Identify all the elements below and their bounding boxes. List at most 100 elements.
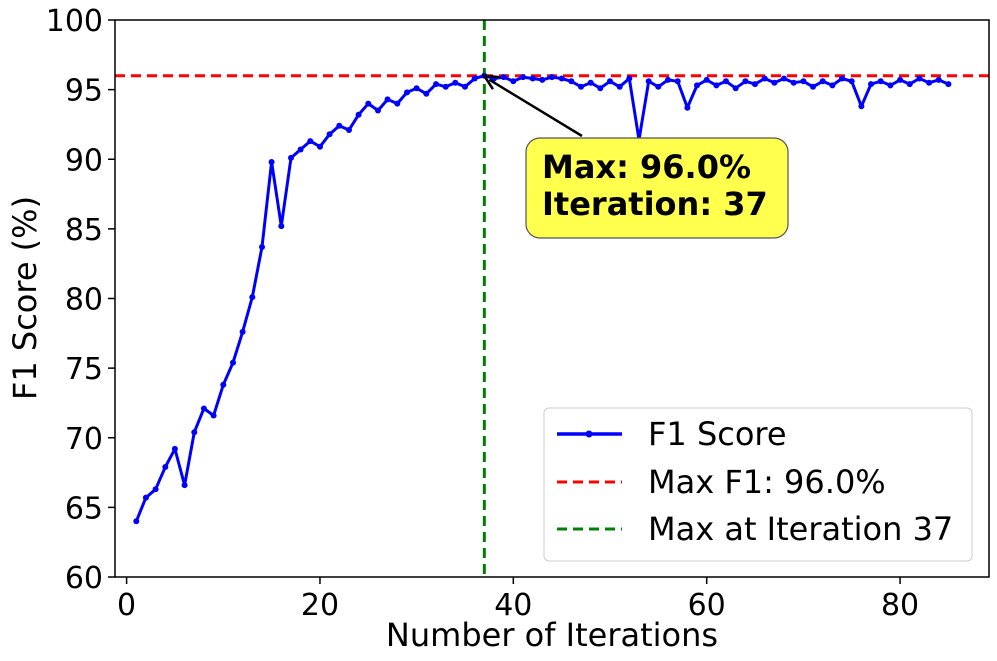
data-point — [829, 82, 836, 89]
data-point — [916, 75, 923, 82]
data-point — [375, 107, 381, 114]
legend-marker-f1 — [585, 430, 593, 438]
data-point — [781, 75, 787, 82]
data-point — [365, 100, 372, 107]
x-axis-title: Number of Iterations — [386, 616, 718, 654]
data-point — [810, 83, 816, 90]
data-point — [191, 429, 198, 436]
y-tick-label: 75 — [65, 352, 103, 387]
data-point — [819, 78, 826, 85]
y-tick-label: 70 — [65, 422, 103, 457]
data-point — [655, 83, 662, 90]
x-axis-ticks: 0 20 40 60 80 — [117, 577, 919, 623]
series-layer — [133, 72, 952, 525]
data-point — [307, 138, 314, 145]
data-point — [790, 79, 797, 86]
data-point — [607, 78, 613, 85]
data-point — [713, 82, 720, 89]
annotation-arrow-shaft — [488, 78, 583, 138]
data-point — [259, 244, 265, 250]
data-point — [210, 412, 217, 419]
data-point — [926, 79, 933, 86]
annotation-arrow-head — [481, 74, 501, 90]
data-point — [433, 81, 439, 88]
data-point — [317, 143, 323, 150]
data-point — [694, 82, 700, 89]
data-point — [133, 518, 140, 525]
data-point — [200, 405, 207, 412]
data-point — [684, 104, 691, 111]
data-point — [742, 78, 749, 85]
data-point — [452, 79, 459, 86]
data-point — [152, 486, 159, 493]
data-point — [355, 111, 362, 118]
data-point — [665, 76, 671, 83]
y-tick-label: 95 — [65, 74, 103, 109]
data-point — [848, 78, 855, 85]
data-point — [858, 103, 865, 110]
data-point — [520, 74, 526, 81]
data-point — [616, 83, 623, 90]
x-tick-label: 0 — [117, 588, 136, 623]
data-point — [558, 75, 565, 82]
data-point — [752, 81, 758, 88]
data-point — [278, 223, 285, 230]
data-point — [703, 76, 710, 83]
data-point — [336, 122, 343, 129]
data-point — [897, 76, 904, 83]
data-point — [732, 85, 739, 92]
data-point — [510, 78, 517, 85]
y-tick-label: 100 — [46, 4, 103, 39]
x-tick-label: 40 — [494, 588, 532, 623]
data-point — [539, 76, 546, 83]
data-point — [346, 127, 352, 133]
data-point — [800, 78, 807, 85]
data-point — [471, 75, 478, 82]
data-point — [771, 79, 778, 86]
legend: F1 Score Max F1: 96.0% Max at Iteration … — [543, 407, 973, 562]
y-tick-label: 90 — [65, 143, 103, 178]
data-point — [578, 83, 584, 90]
data-point — [268, 159, 275, 165]
y-axis-ticks: 60 65 70 75 80 85 90 95 100 — [46, 4, 115, 596]
data-point — [220, 381, 227, 388]
data-point — [568, 78, 575, 85]
data-point — [877, 78, 884, 85]
data-point — [239, 328, 246, 335]
data-point — [549, 74, 555, 81]
data-point — [674, 78, 681, 85]
data-point — [288, 154, 294, 161]
data-point — [935, 76, 942, 83]
data-point — [529, 75, 536, 82]
x-tick-label: 60 — [688, 588, 726, 623]
data-point — [723, 78, 729, 85]
data-point — [626, 75, 633, 82]
y-axis-title: F1 Score (%) — [6, 196, 44, 400]
data-point — [394, 100, 401, 107]
data-point — [868, 81, 874, 88]
data-point — [462, 83, 468, 90]
annotation-layer — [481, 74, 583, 138]
max-annotation: Max: 96.0% Iteration: 37 — [525, 137, 789, 239]
data-point — [945, 81, 952, 88]
data-point — [142, 494, 149, 501]
data-point — [181, 482, 188, 489]
y-tick-label: 60 — [65, 561, 103, 596]
y-tick-label: 65 — [65, 491, 103, 526]
data-point — [587, 79, 594, 86]
legend-label-max-iteration: Max at Iteration 37 — [648, 510, 953, 548]
data-point — [230, 359, 236, 366]
x-tick-label: 20 — [301, 588, 339, 623]
data-point — [297, 146, 304, 153]
annotation-line-1: Max: 96.0% — [542, 148, 751, 186]
data-point — [887, 82, 894, 89]
data-point — [171, 445, 178, 452]
data-point — [326, 131, 333, 138]
data-point — [413, 85, 420, 92]
data-point — [906, 81, 913, 88]
y-tick-label: 85 — [65, 213, 103, 248]
data-point — [442, 83, 449, 90]
data-point — [645, 78, 652, 85]
